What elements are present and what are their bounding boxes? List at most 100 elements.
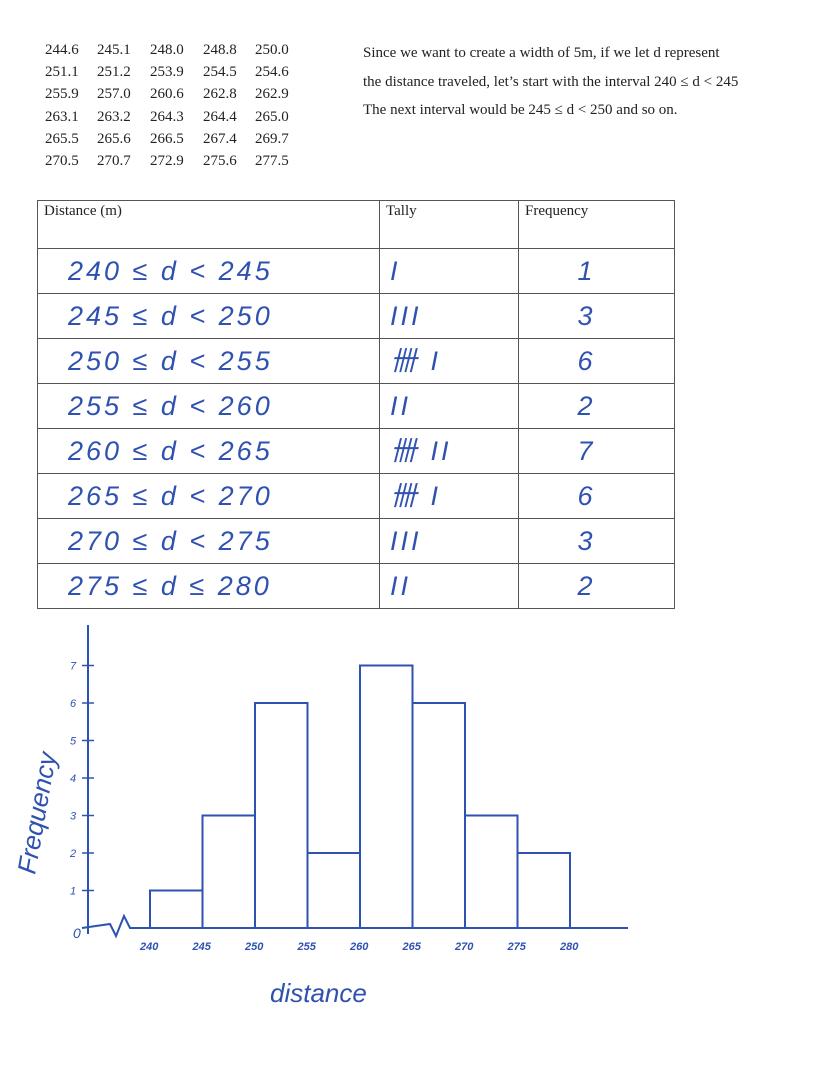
explanation-line-3: The next interval would be 245 ≤ d < 250… [363, 102, 678, 118]
data-value: 270.5 [45, 153, 79, 169]
data-value: 262.8 [203, 86, 237, 102]
data-value: 270.7 [97, 153, 131, 169]
tally-cell: III [379, 293, 519, 339]
data-value: 267.4 [203, 131, 237, 147]
table-row: 265 ≤ d < 270 卌 I 6 [37, 473, 675, 519]
table-row: 255 ≤ d < 260 II 2 [37, 383, 675, 429]
data-value: 265.0 [255, 109, 289, 125]
x-axis-label: distance [270, 978, 367, 1008]
data-value: 262.9 [255, 86, 289, 102]
header-frequency: Frequency [518, 200, 675, 249]
data-value: 269.7 [255, 131, 289, 147]
x-tick-label: 270 [454, 941, 474, 953]
histogram-bar [149, 889, 204, 929]
interval-cell: 270 ≤ d < 275 [37, 518, 380, 564]
frequency-cell: 3 [518, 518, 675, 564]
frequency-cell: 2 [518, 383, 675, 429]
tally-text: III [390, 301, 422, 331]
frequency-text: 1 [577, 256, 596, 286]
tally-cell: 卌 I [379, 473, 519, 519]
frequency-text: 2 [577, 571, 596, 601]
table-row: 270 ≤ d < 275 III 3 [37, 518, 675, 564]
interval-text: 255 ≤ d < 260 [68, 391, 273, 421]
data-value: 254.5 [203, 64, 237, 80]
histogram-bar [411, 702, 466, 929]
data-value: 257.0 [97, 86, 131, 102]
interval-cell: 250 ≤ d < 255 [37, 338, 380, 384]
y-tick-label: 1 [70, 886, 76, 898]
data-value: 248.8 [203, 42, 237, 58]
data-value: 260.6 [150, 86, 184, 102]
table-row: 275 ≤ d ≤ 280 II 2 [37, 563, 675, 609]
interval-cell: 275 ≤ d ≤ 280 [37, 563, 380, 609]
histogram-bar [254, 702, 309, 929]
interval-cell: 245 ≤ d < 250 [37, 293, 380, 339]
y-tick-label: 6 [70, 698, 77, 710]
histogram-bar [359, 664, 414, 929]
data-value: 245.1 [97, 42, 131, 58]
tally-text: 卌 I [390, 481, 442, 511]
table-row: 260 ≤ d < 265 卌 II 7 [37, 428, 675, 474]
header-distance: Distance (m) [37, 200, 380, 249]
frequency-cell: 1 [518, 248, 675, 294]
x-axis [81, 913, 628, 939]
table-row: 245 ≤ d < 250 III 3 [37, 293, 675, 339]
tally-cell: I [379, 248, 519, 294]
tally-text: II [390, 571, 412, 601]
table-row: 240 ≤ d < 245 I 1 [37, 248, 675, 294]
interval-cell: 255 ≤ d < 260 [37, 383, 380, 429]
interval-text: 270 ≤ d < 275 [68, 526, 273, 556]
y-axis-label: Frequency [11, 748, 62, 876]
interval-text: 260 ≤ d < 265 [68, 436, 273, 466]
data-value: 255.9 [45, 86, 79, 102]
frequency-cell: 6 [518, 338, 675, 384]
x-tick-label: 275 [507, 941, 527, 953]
data-value: 263.1 [45, 109, 79, 125]
interval-text: 265 ≤ d < 270 [68, 481, 273, 511]
interval-text: 240 ≤ d < 245 [68, 256, 273, 286]
histogram: 1 2 3 4 5 6 7 240 245 250 255 260 265 270 275 280 0 dista… [11, 625, 628, 1008]
interval-cell: 265 ≤ d < 270 [37, 473, 380, 519]
frequency-text: 6 [577, 481, 596, 511]
data-value: 254.6 [255, 64, 289, 80]
x-tick-label: 260 [349, 941, 369, 953]
x-tick-label: 245 [192, 941, 212, 953]
explanation-line-1: Since we want to create a width of 5m, i… [363, 45, 720, 61]
frequency-text: 3 [577, 301, 596, 331]
tally-text: 卌 II [390, 436, 452, 466]
header-tally: Tally [379, 200, 519, 249]
frequency-cell: 2 [518, 563, 675, 609]
data-value: 277.5 [255, 153, 289, 169]
data-value: 264.3 [150, 109, 184, 125]
data-value: 250.0 [255, 42, 289, 58]
data-value: 248.0 [150, 42, 184, 58]
tally-cell: III [379, 518, 519, 564]
histogram-bar [201, 814, 256, 929]
tally-cell: II [379, 563, 519, 609]
y-tick-label: 7 [70, 661, 77, 673]
data-value: 244.6 [45, 42, 79, 58]
frequency-table: Distance (m) Tally Frequency 240 ≤ d < 2… [37, 200, 675, 609]
data-value: 266.5 [150, 131, 184, 147]
interval-cell: 240 ≤ d < 245 [37, 248, 380, 294]
frequency-cell: 6 [518, 473, 675, 519]
x-tick-label: 240 [139, 941, 159, 953]
data-value: 251.1 [45, 64, 79, 80]
data-value: 265.6 [97, 131, 131, 147]
frequency-cell: 3 [518, 293, 675, 339]
tally-text: I [390, 256, 401, 286]
data-value: 272.9 [150, 153, 184, 169]
histogram-bar [464, 814, 519, 929]
frequency-text: 2 [577, 391, 596, 421]
tally-text: III [390, 526, 422, 556]
explanation-line-2: the distance traveled, let’s start with … [363, 74, 739, 90]
frequency-cell: 7 [518, 428, 675, 474]
y-tick-label: 4 [70, 773, 76, 785]
interval-cell: 260 ≤ d < 265 [37, 428, 380, 474]
histogram-bar [516, 852, 571, 929]
frequency-text: 3 [577, 526, 596, 556]
y-tick-label: 2 [69, 848, 76, 860]
tally-text: II [390, 391, 412, 421]
data-value: 265.5 [45, 131, 79, 147]
origin-label: 0 [73, 925, 81, 941]
